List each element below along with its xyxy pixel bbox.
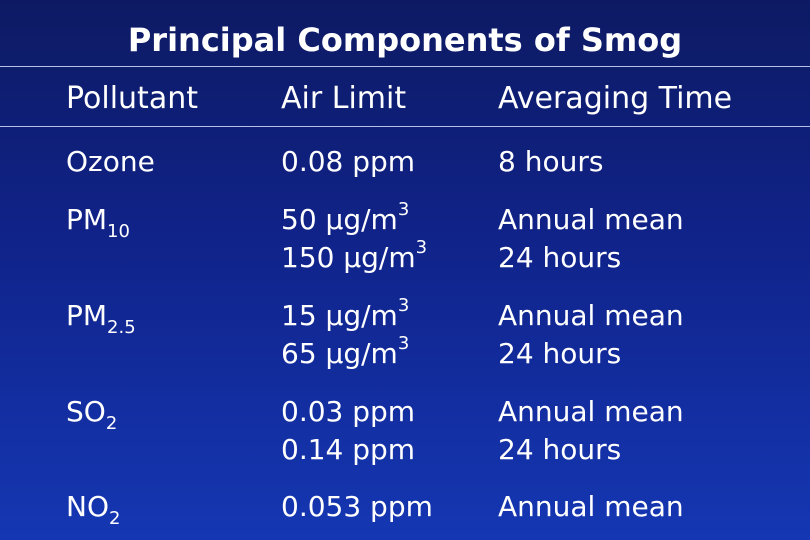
slide-title: Principal Components of Smog	[127, 21, 683, 59]
row-no2-limit: 0.053 ppm	[281, 488, 433, 526]
pollutant-name: PM	[66, 299, 108, 332]
pollutant-name: Ozone	[66, 145, 155, 178]
limit-value: 0.03 ppm	[281, 395, 416, 428]
time-value: 24 hours	[498, 241, 622, 274]
title-divider	[0, 66, 810, 67]
row-pm10-limit: 50 µg/m3 150 µg/m3	[281, 201, 427, 277]
row-pm10-pollutant: PM10	[66, 201, 130, 242]
pollutant-subscript: 2.5	[107, 317, 136, 338]
limit-value: 0.14 ppm	[281, 433, 416, 466]
time-value: Annual mean	[498, 490, 684, 523]
pollutant-name: SO	[66, 395, 106, 428]
time-value: 24 hours	[498, 433, 622, 466]
limit-value: 150 µg/m3	[281, 237, 428, 275]
pollutant-subscript: 2	[108, 508, 121, 529]
row-pm25-limit: 15 µg/m3 65 µg/m3	[281, 297, 409, 373]
time-value: 24 hours	[498, 337, 622, 370]
time-value: Annual mean	[498, 203, 684, 236]
row-so2-pollutant: SO2	[66, 393, 118, 434]
limit-value: 0.08 ppm	[281, 145, 416, 178]
row-pm25-pollutant: PM2.5	[66, 297, 136, 338]
limit-value: 50 µg/m3	[281, 199, 410, 237]
row-so2-time: Annual mean 24 hours	[498, 393, 684, 469]
row-pm10-time: Annual mean 24 hours	[498, 201, 684, 277]
pollutant-subscript: 2	[105, 413, 118, 434]
pollutant-name: NO	[66, 490, 109, 523]
pollutant-subscript: 10	[107, 221, 130, 242]
header-pollutant: Pollutant	[66, 81, 198, 116]
limit-value: 65 µg/m3	[281, 333, 410, 371]
limit-value: 0.053 ppm	[281, 490, 433, 523]
time-value: 8 hours	[498, 145, 604, 178]
row-ozone-pollutant: Ozone	[66, 143, 155, 181]
limit-value: 15 µg/m3	[281, 295, 410, 333]
row-ozone-time: 8 hours	[498, 143, 603, 181]
row-no2-pollutant: NO2	[66, 488, 121, 529]
header-divider	[0, 126, 810, 127]
header-averaging-time: Averaging Time	[498, 81, 733, 116]
pollutant-name: PM	[66, 203, 108, 236]
time-value: Annual mean	[498, 299, 684, 332]
row-ozone-limit: 0.08 ppm	[281, 143, 415, 181]
row-so2-limit: 0.03 ppm 0.14 ppm	[281, 393, 415, 469]
row-pm25-time: Annual mean 24 hours	[498, 297, 684, 373]
time-value: Annual mean	[498, 395, 684, 428]
header-air-limit: Air Limit	[281, 81, 407, 116]
row-no2-time: Annual mean	[498, 488, 684, 526]
